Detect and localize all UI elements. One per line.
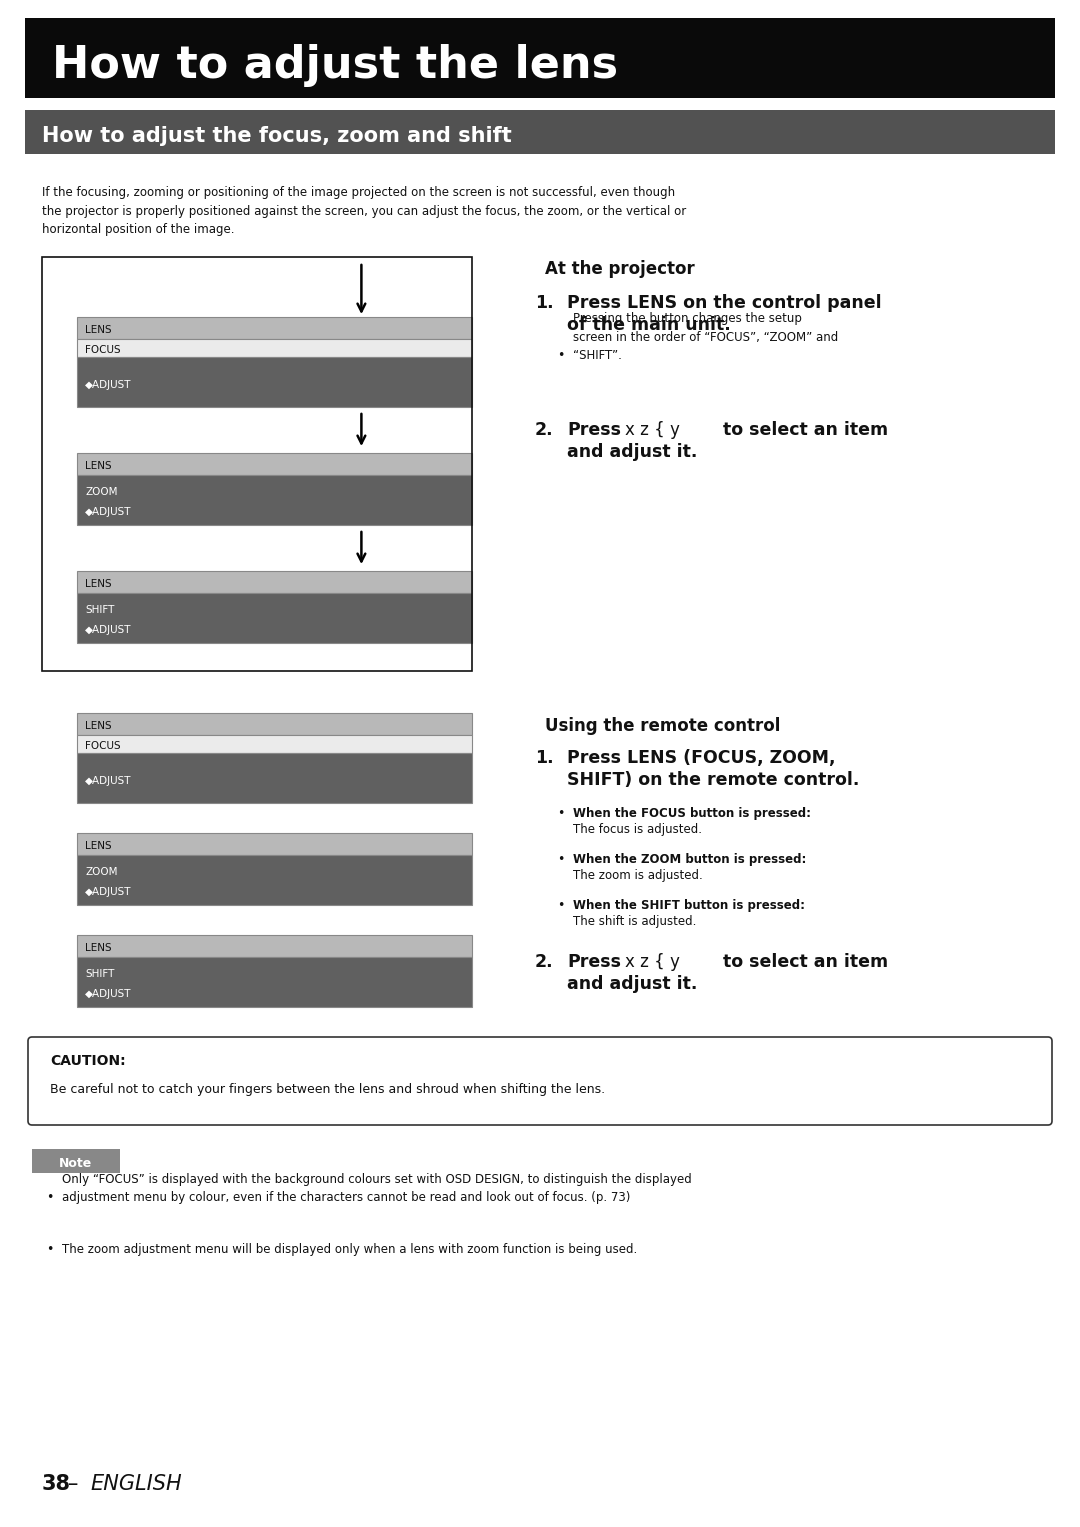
Text: and adjust it.: and adjust it. xyxy=(567,443,698,461)
Bar xyxy=(77,475,472,525)
Text: •: • xyxy=(557,806,565,820)
FancyBboxPatch shape xyxy=(28,1037,1052,1125)
Text: Pressing the button changes the setup
screen in the order of “FOCUS”, “ZOOM” and: Pressing the button changes the setup sc… xyxy=(573,312,838,362)
Text: •: • xyxy=(557,899,565,912)
Text: Press: Press xyxy=(567,953,621,971)
Text: FOCUS: FOCUS xyxy=(85,345,121,354)
Text: ◆ADJUST: ◆ADJUST xyxy=(85,989,132,999)
Text: Press: Press xyxy=(567,421,621,438)
Text: FOCUS: FOCUS xyxy=(85,741,121,751)
Text: to select an item: to select an item xyxy=(705,953,888,971)
Text: SHIFT: SHIFT xyxy=(85,605,114,615)
Bar xyxy=(77,339,472,357)
Text: ◆ADJUST: ◆ADJUST xyxy=(85,507,132,518)
Bar xyxy=(77,855,472,906)
Text: 2.: 2. xyxy=(535,421,554,438)
Text: LENS: LENS xyxy=(85,721,111,731)
Bar xyxy=(77,957,472,1006)
Text: LENS: LENS xyxy=(85,841,111,851)
Bar xyxy=(77,592,472,643)
Bar xyxy=(32,1148,120,1173)
Text: Note: Note xyxy=(59,1157,93,1170)
Bar xyxy=(77,571,472,592)
Text: Press LENS on the control panel: Press LENS on the control panel xyxy=(567,295,881,312)
Text: –: – xyxy=(68,1474,79,1493)
Text: 1.: 1. xyxy=(535,295,554,312)
Bar xyxy=(25,110,1055,154)
Bar xyxy=(77,357,472,408)
Bar xyxy=(77,734,472,753)
Text: How to adjust the lens: How to adjust the lens xyxy=(52,44,618,87)
Bar xyxy=(77,454,472,475)
Text: The shift is adjusted.: The shift is adjusted. xyxy=(573,915,697,928)
Text: How to adjust the focus, zoom and shift: How to adjust the focus, zoom and shift xyxy=(42,127,512,147)
Text: If the focusing, zooming or positioning of the image projected on the screen is : If the focusing, zooming or positioning … xyxy=(42,186,686,237)
Text: of the main unit.: of the main unit. xyxy=(567,316,731,334)
Text: SHIFT) on the remote control.: SHIFT) on the remote control. xyxy=(567,771,860,789)
Text: ZOOM: ZOOM xyxy=(85,487,118,496)
Text: 2.: 2. xyxy=(535,953,554,971)
Text: •: • xyxy=(46,1191,53,1203)
Text: Only “FOCUS” is displayed with the background colours set with OSD DESIGN, to di: Only “FOCUS” is displayed with the backg… xyxy=(62,1173,692,1203)
Text: x z { y: x z { y xyxy=(625,953,680,971)
Text: ZOOM: ZOOM xyxy=(85,867,118,876)
Bar xyxy=(77,834,472,855)
Text: •: • xyxy=(557,854,565,866)
Text: When the ZOOM button is pressed:: When the ZOOM button is pressed: xyxy=(573,854,807,866)
Bar xyxy=(77,318,472,339)
Text: to select an item: to select an item xyxy=(705,421,888,438)
Bar xyxy=(42,257,472,670)
Text: Be careful not to catch your fingers between the lens and shroud when shifting t: Be careful not to catch your fingers bet… xyxy=(50,1083,605,1096)
Text: The focus is adjusted.: The focus is adjusted. xyxy=(573,823,702,835)
Text: Press LENS (FOCUS, ZOOM,: Press LENS (FOCUS, ZOOM, xyxy=(567,750,836,767)
Bar xyxy=(77,753,472,803)
Text: x z { y: x z { y xyxy=(625,421,680,438)
Bar xyxy=(77,935,472,957)
Text: ◆ADJUST: ◆ADJUST xyxy=(85,776,132,786)
Text: The zoom is adjusted.: The zoom is adjusted. xyxy=(573,869,703,883)
Text: LENS: LENS xyxy=(85,325,111,334)
Text: and adjust it.: and adjust it. xyxy=(567,976,698,993)
Text: ◆ADJUST: ◆ADJUST xyxy=(85,380,132,389)
Bar xyxy=(25,18,1055,98)
Text: When the FOCUS button is pressed:: When the FOCUS button is pressed: xyxy=(573,806,811,820)
Text: Using the remote control: Using the remote control xyxy=(545,718,781,734)
Text: LENS: LENS xyxy=(85,944,111,953)
Text: ◆ADJUST: ◆ADJUST xyxy=(85,625,132,635)
Text: •: • xyxy=(46,1243,53,1257)
Text: LENS: LENS xyxy=(85,461,111,470)
Text: ENGLISH: ENGLISH xyxy=(90,1474,181,1493)
Text: CAUTION:: CAUTION: xyxy=(50,1054,125,1067)
Bar xyxy=(77,713,472,734)
Text: 1.: 1. xyxy=(535,750,554,767)
Text: LENS: LENS xyxy=(85,579,111,589)
Text: 38: 38 xyxy=(42,1474,71,1493)
Text: ◆ADJUST: ◆ADJUST xyxy=(85,887,132,896)
Text: SHIFT: SHIFT xyxy=(85,970,114,979)
Text: •: • xyxy=(557,350,565,362)
Text: At the projector: At the projector xyxy=(545,260,694,278)
Text: The zoom adjustment menu will be displayed only when a lens with zoom function i: The zoom adjustment menu will be display… xyxy=(62,1243,637,1257)
Text: When the SHIFT button is pressed:: When the SHIFT button is pressed: xyxy=(573,899,805,912)
